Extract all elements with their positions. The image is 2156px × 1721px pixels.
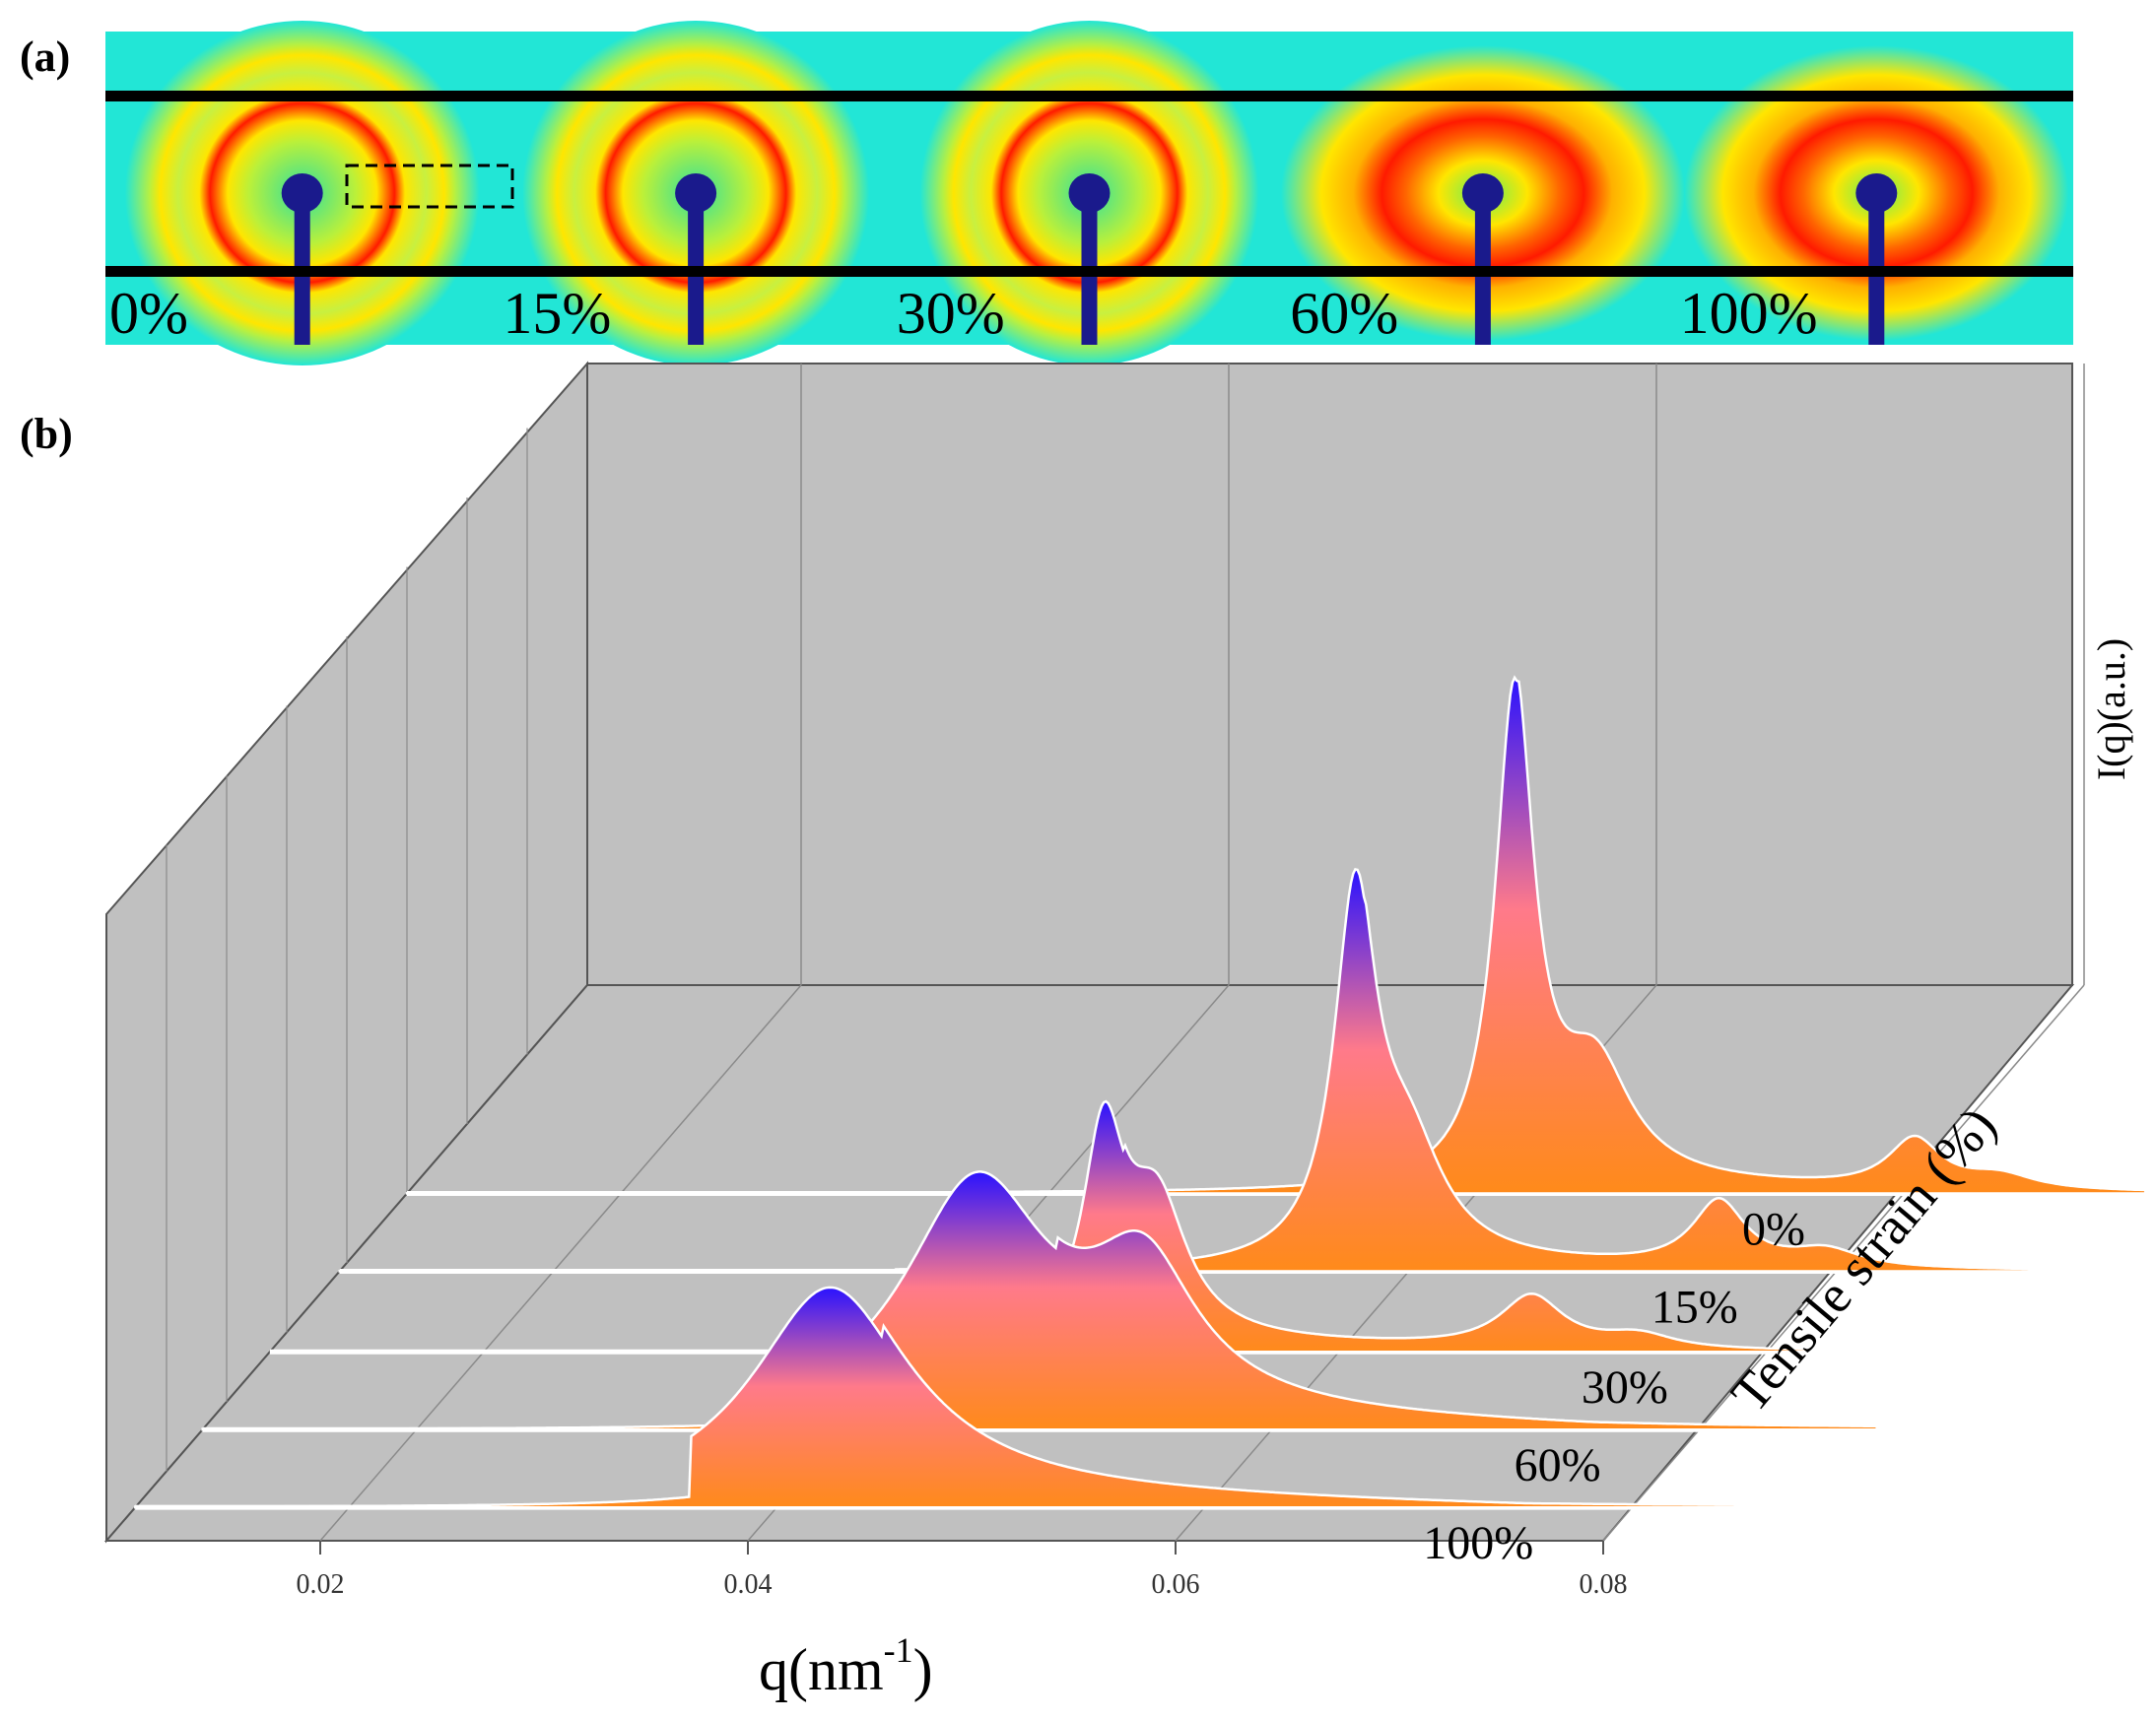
- x-axis-label-unit: nm: [808, 1637, 884, 1702]
- strip-line-top: [105, 91, 2073, 101]
- strain-label-a-3: 60%: [1290, 281, 1398, 346]
- x-axis-paren-close: ): [913, 1637, 933, 1702]
- panel-b: (b) 0%15% 30% 60% 100% 0.02 0.04 0.06 0.08 q(n…: [20, 361, 2147, 1702]
- series-label: 60%: [1515, 1439, 1601, 1491]
- x-axis-ticks: 0.02 0.04 0.06 0.08: [297, 1541, 1628, 1600]
- x-tick-label: 0.02: [297, 1569, 345, 1600]
- series-label: 100%: [1423, 1517, 1533, 1569]
- dashed-selection-box: [345, 164, 514, 209]
- strain-label-a-2: 30%: [897, 281, 1005, 346]
- series-label: 0%: [1742, 1204, 1805, 1256]
- x-tick-label: 0.04: [724, 1569, 773, 1600]
- strain-label-a-0: 0%: [109, 281, 188, 346]
- series-labels: 0%15% 30% 60% 100%: [1423, 1204, 1805, 1570]
- series-area: [338, 867, 2058, 1273]
- series-100%: [134, 1286, 1792, 1510]
- panel-b-label: (b): [20, 410, 73, 458]
- strain-label-a-1: 15%: [503, 281, 611, 346]
- panel-a: (a) 0% 15% 30% 60% 100%: [20, 21, 2073, 365]
- y-axis-label: I(q)(a.u.): [2089, 638, 2133, 780]
- beamstop-disc: [675, 173, 717, 213]
- series-area: [269, 1099, 1967, 1354]
- saxs-pattern-0: 0%: [109, 21, 480, 365]
- series-layer: [134, 675, 2147, 1510]
- series-label: 15%: [1651, 1281, 1738, 1333]
- series-area: [201, 1170, 1878, 1431]
- beamstop-disc: [1068, 173, 1111, 213]
- x-axis-label: q(nm-1): [759, 1630, 933, 1702]
- x-axis-label-exp: -1: [884, 1630, 913, 1670]
- beamstop-disc: [1855, 173, 1898, 213]
- saxs-patterns: 0% 15% 30% 60% 100%: [109, 21, 2069, 365]
- saxs-pattern-2: 30%: [897, 21, 1259, 365]
- panel-a-label: (a): [20, 33, 70, 81]
- strain-label-a-4: 100%: [1680, 281, 1818, 346]
- strip-line-bottom: [105, 266, 2073, 277]
- x-tick-label: 0.08: [1580, 1569, 1628, 1600]
- series-60%: [201, 1170, 1878, 1432]
- x-axis-label-main: q: [759, 1637, 788, 1702]
- floor-grid-line: [319, 984, 802, 1542]
- series-label: 30%: [1582, 1361, 1668, 1414]
- saxs-pattern-1: 15%: [503, 21, 870, 365]
- back-wall: [586, 363, 2073, 986]
- series-area: [134, 1286, 1792, 1509]
- beamstop-disc: [1461, 173, 1504, 213]
- series-0%: [405, 675, 2147, 1196]
- x-axis-paren-open: (: [788, 1637, 808, 1702]
- series-area: [405, 675, 2147, 1195]
- beamstop-disc: [281, 173, 323, 213]
- x-tick-label: 0.06: [1152, 1569, 1200, 1600]
